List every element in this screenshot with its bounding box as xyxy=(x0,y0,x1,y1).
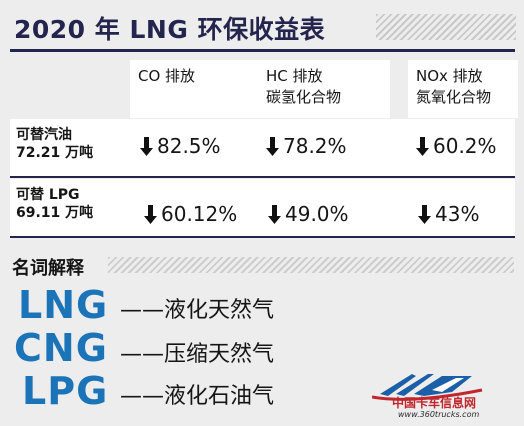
term-abbr-cng: CNG xyxy=(14,326,108,370)
header-co: CO 排放 xyxy=(130,60,262,118)
term-abbr-lng: LNG xyxy=(18,283,109,327)
value-text: 60.12% xyxy=(161,202,238,226)
down-arrow-icon xyxy=(140,136,153,156)
term-desc-lpg: ——液化石油气 xyxy=(120,384,275,409)
table-row xyxy=(10,119,515,176)
value-cell-nox: 60.2% xyxy=(416,134,497,158)
table-row xyxy=(10,179,515,236)
row-label-line2: 72.21 万吨 xyxy=(16,145,94,161)
header-co-line1: CO 排放 xyxy=(138,67,196,85)
value-text: 60.2% xyxy=(433,134,497,158)
row-label-line2: 69.11 万吨 xyxy=(16,205,94,221)
value-text: 82.5% xyxy=(157,134,221,158)
value-text: 49.0% xyxy=(285,202,349,226)
glossary-title: 名词解释 xyxy=(12,258,84,279)
title-stripe-decoration xyxy=(376,14,516,40)
header-hc: HC 排放 碳氢化合物 xyxy=(258,60,390,118)
term-desc-cng: ——压缩天然气 xyxy=(120,342,275,367)
header-hc-line2: 碳氢化合物 xyxy=(266,88,342,106)
row-divider xyxy=(10,236,515,238)
truck-logo-icon xyxy=(372,374,483,401)
value-text: 78.2% xyxy=(283,134,347,158)
row-label: 可替 LPG 69.11 万吨 xyxy=(16,186,93,222)
value-cell-hc: 49.0% xyxy=(268,202,349,226)
value-text: 43% xyxy=(435,202,480,226)
down-arrow-icon xyxy=(268,204,281,224)
row-divider xyxy=(10,176,515,178)
watermark-name: 中国卡车信息网 xyxy=(392,396,477,410)
row-label-line1: 可替 LPG xyxy=(16,187,80,203)
down-arrow-icon xyxy=(418,204,431,224)
header-nox: NOx 排放 氮氧化合物 xyxy=(408,60,518,118)
watermark-url: www.360trucks.com xyxy=(398,410,480,419)
value-cell-co: 82.5% xyxy=(140,134,221,158)
value-cell-hc: 78.2% xyxy=(266,134,347,158)
section-stripe-decoration xyxy=(108,257,514,273)
value-cell-co: 60.12% xyxy=(144,202,237,226)
term-abbr-lpg: LPG xyxy=(22,369,109,413)
down-arrow-icon xyxy=(266,136,279,156)
header-hc-line1: HC 排放 xyxy=(266,67,323,85)
header-nox-line2: 氮氧化合物 xyxy=(416,88,492,106)
down-arrow-icon xyxy=(144,204,157,224)
term-desc-lng: ——液化天然气 xyxy=(120,298,275,323)
row-label-line1: 可替汽油 xyxy=(16,127,72,143)
down-arrow-icon xyxy=(416,136,429,156)
row-label: 可替汽油 72.21 万吨 xyxy=(16,126,93,162)
header-nox-line1: NOx 排放 xyxy=(416,67,483,85)
title-rule xyxy=(10,49,515,52)
page-title: 2020 年 LNG 环保收益表 xyxy=(14,15,326,44)
value-cell-nox: 43% xyxy=(418,202,479,226)
